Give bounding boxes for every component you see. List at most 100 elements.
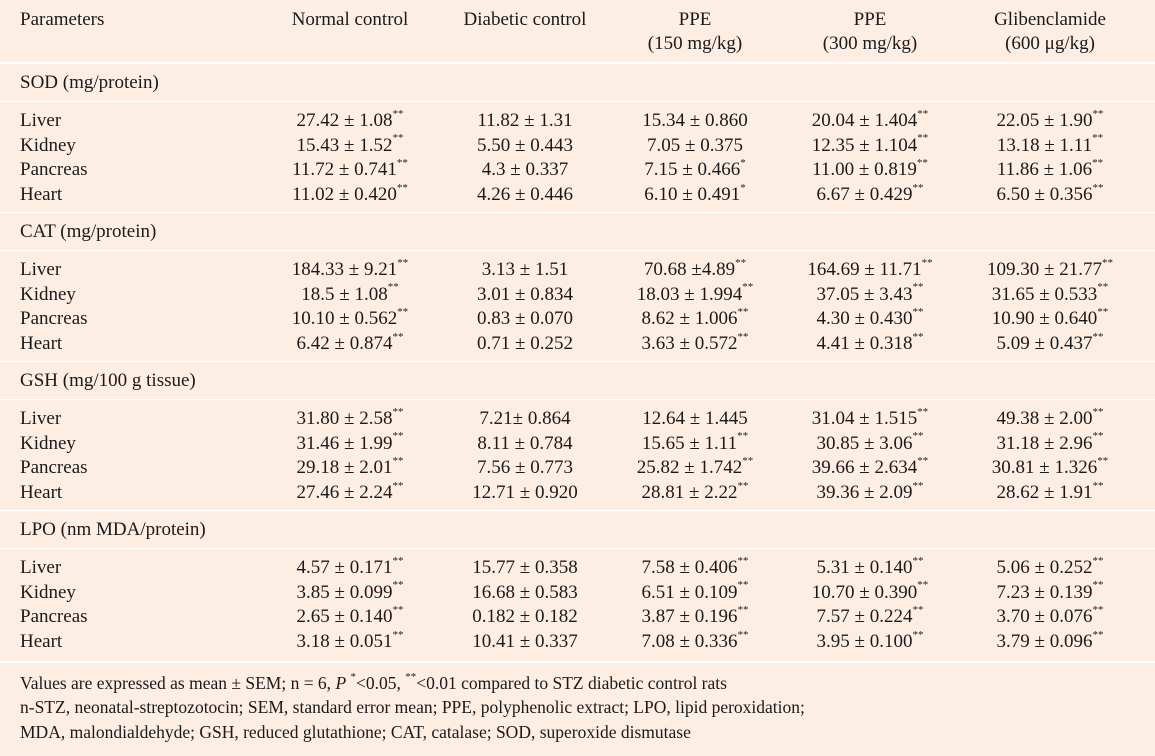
- significance-mark: **: [392, 405, 404, 418]
- significance-mark: **: [912, 281, 924, 294]
- table-cell: 18.5 ± 1.08**: [260, 282, 440, 307]
- significance-mark: **: [735, 256, 747, 269]
- row-label: Kidney: [20, 432, 76, 454]
- row-label: Liver: [20, 408, 62, 429]
- table-cell: 3.95 ± 0.100**: [780, 629, 960, 654]
- footnote-text-b: <0.05,: [356, 673, 406, 693]
- table-cell: 184.33 ± 9.21**: [260, 257, 440, 282]
- significance-mark: **: [912, 430, 924, 443]
- significance-mark: **: [917, 405, 929, 418]
- table-cell: 4.57 ± 0.171**: [260, 555, 440, 580]
- table-cell: 5.06 ± 0.252**: [955, 555, 1145, 580]
- cell-value: 4.3 ± 0.337: [481, 159, 569, 181]
- table-cell: 5.09 ± 0.437**: [955, 331, 1145, 356]
- significance-mark: **: [912, 554, 924, 567]
- cell-value: 31.46 ± 1.99: [296, 432, 393, 454]
- cell-value: 164.69 ± 11.71: [807, 259, 922, 280]
- table-cell: 31.65 ± 0.533**: [955, 281, 1145, 307]
- table-cell: 49.38 ± 2.00**: [955, 405, 1145, 431]
- significance-mark: **: [1101, 256, 1113, 269]
- cell-value: 4.41 ± 0.318: [816, 333, 913, 355]
- table-cell: 20.04 ± 1.404**: [780, 108, 960, 133]
- table-cell: 5.50 ± 0.443: [435, 134, 615, 158]
- cell-value: 2.65 ± 0.140: [296, 606, 393, 628]
- table-cell: 12.35 ± 1.104**: [780, 133, 960, 158]
- table-cell: 18.03 ± 1.994**: [605, 281, 785, 307]
- table-cell: 8.11 ± 0.784: [435, 432, 615, 456]
- significance-mark: **: [912, 181, 924, 194]
- significance-mark: **: [1097, 306, 1109, 319]
- cell-value: 6.42 ± 0.874: [296, 333, 393, 355]
- section-title-rule: [0, 548, 1155, 549]
- cell-value: 10.41 ± 0.337: [472, 631, 578, 653]
- table-cell: 7.58 ± 0.406**: [605, 554, 785, 580]
- header-rule: [0, 62, 1155, 64]
- table-cell: 12.71 ± 0.920: [435, 481, 615, 505]
- section-rule: [0, 212, 1155, 213]
- significance-mark: **: [912, 306, 924, 319]
- significance-mark: *: [740, 157, 746, 170]
- significance-mark: **: [912, 330, 924, 343]
- significance-mark: **: [1092, 430, 1104, 443]
- header-glibenclamide: Glibenclamide (600 μg/kg): [955, 8, 1145, 56]
- header-normal-control: Normal control: [291, 9, 409, 30]
- significance-mark: **: [742, 281, 754, 294]
- header-ppe-150-line2: (150 mg/kg): [647, 33, 743, 54]
- table-cell: 6.67 ± 0.429**: [780, 181, 960, 207]
- table-cell: 5.31 ± 0.140**: [780, 554, 960, 580]
- table-cell: 31.04 ± 1.515**: [780, 405, 960, 431]
- cell-value: 28.81 ± 2.22: [641, 482, 738, 504]
- cell-value: 27.42 ± 1.08: [296, 110, 393, 131]
- table-cell: 6.50 ± 0.356**: [955, 181, 1145, 207]
- section-rule: [0, 361, 1155, 362]
- cell-value: 5.06 ± 0.252: [996, 557, 1093, 578]
- table-cell: 31.46 ± 1.99**: [260, 431, 440, 456]
- cell-value: 29.18 ± 2.01: [296, 457, 393, 479]
- table-cell: 39.66 ± 2.634**: [780, 456, 960, 480]
- significance-mark: **: [1092, 405, 1104, 418]
- significance-mark: **: [392, 330, 404, 343]
- table-cell: 3.63 ± 0.572**: [605, 331, 785, 356]
- significance-mark: *: [740, 181, 746, 194]
- table-cell: 8.62 ± 1.006**: [605, 307, 785, 331]
- header-glibenclamide-line2: (600 μg/kg): [1005, 33, 1095, 54]
- cell-value: 109.30 ± 21.77: [987, 259, 1102, 280]
- significance-mark: **: [1097, 281, 1109, 294]
- table-cell: 3.01 ± 0.834: [435, 283, 615, 307]
- table-bottom-rule: [0, 661, 1155, 663]
- footnote-line2: n-STZ, neonatal-streptozotocin; SEM, sta…: [20, 697, 805, 717]
- significance-mark: **: [737, 554, 749, 567]
- cell-value: 15.34 ± 0.860: [642, 110, 748, 131]
- table-cell: 7.56 ± 0.773: [435, 456, 615, 480]
- table-cell: 4.26 ± 0.446: [435, 183, 615, 207]
- footnote-sig2: **: [405, 671, 417, 684]
- cell-value: 3.70 ± 0.076: [996, 606, 1093, 628]
- significance-mark: **: [1092, 181, 1104, 194]
- table-cell: 3.79 ± 0.096**: [955, 629, 1145, 654]
- cell-value: 11.00 ± 0.819: [812, 159, 917, 181]
- table-cell: 3.87 ± 0.196**: [605, 605, 785, 629]
- row-label: Heart: [20, 333, 63, 355]
- significance-mark: **: [1092, 604, 1104, 617]
- section-rule: [0, 510, 1155, 511]
- cell-value: 39.36 ± 2.09: [816, 482, 913, 504]
- cell-value: 13.18 ± 1.11: [996, 134, 1093, 156]
- row-label: Liver: [20, 110, 62, 131]
- table-cell: 6.42 ± 0.874**: [260, 330, 440, 356]
- cell-value: 3.13 ± 1.51: [481, 259, 569, 280]
- table-cell: 4.41 ± 0.318**: [780, 330, 960, 356]
- footnote-line1: Values are expressed as mean ± SEM; n = …: [20, 671, 727, 695]
- table-cell: 15.77 ± 0.358: [435, 556, 615, 580]
- cell-value: 25.82 ± 1.742: [636, 457, 743, 479]
- cell-value: 4.26 ± 0.446: [477, 184, 573, 206]
- cell-value: 7.15 ± 0.466: [644, 159, 741, 181]
- table-cell: 3.70 ± 0.076**: [955, 605, 1145, 629]
- significance-mark: **: [392, 455, 404, 468]
- table-cell: 3.18 ± 0.051**: [260, 629, 440, 654]
- table-cell: 4.3 ± 0.337: [435, 158, 615, 182]
- table-cell: 109.30 ± 21.77**: [955, 256, 1145, 282]
- cell-value: 28.62 ± 1.91: [996, 482, 1093, 504]
- row-label: Pancreas: [20, 308, 88, 330]
- cell-value: 70.68 ±4.89: [643, 259, 736, 280]
- cell-value: 18.03 ± 1.994: [636, 283, 743, 305]
